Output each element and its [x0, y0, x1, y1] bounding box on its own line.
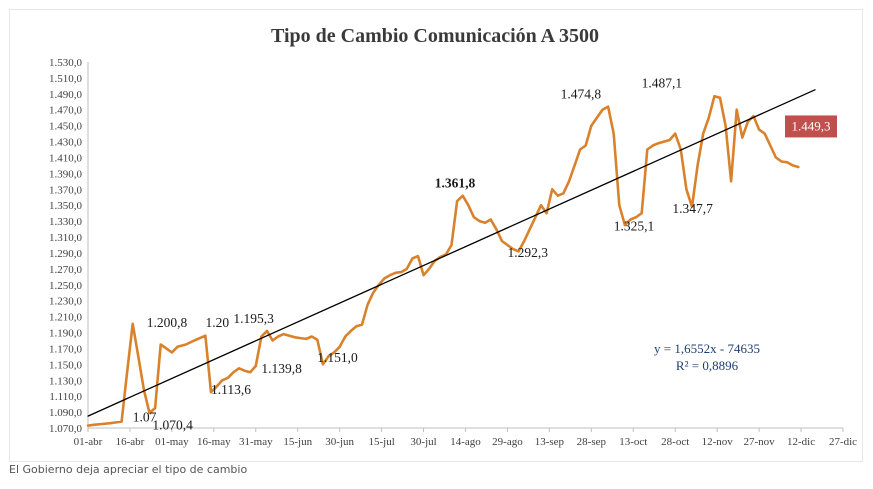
x-tick-label: 27-nov [744, 436, 776, 448]
y-tick-label: 1.450,0 [49, 121, 83, 133]
data-label: 1.07 [133, 410, 157, 425]
x-tick-label: 30-jul [410, 436, 436, 448]
chart-frame: Tipo de Cambio Comunicación A 3500 1.070… [9, 9, 863, 462]
y-tick-label: 1.090,0 [49, 407, 83, 419]
data-label: 1.113,6 [211, 382, 251, 397]
y-tick-label: 1.370,0 [49, 184, 83, 196]
trend-line [87, 89, 816, 417]
y-tick-label: 1.410,0 [49, 152, 83, 164]
data-label: 1.325,1 [614, 219, 655, 234]
r-squared: R² = 0,8896 [676, 358, 739, 373]
data-label: 1.361,8 [435, 176, 476, 191]
y-tick-label: 1.170,0 [49, 343, 83, 355]
chart-title: Tipo de Cambio Comunicación A 3500 [271, 25, 599, 47]
x-tick-label: 27-dic [829, 436, 857, 448]
x-tick-label: 13-oct [619, 436, 647, 448]
x-tick-label: 12-nov [702, 436, 734, 448]
y-tick-label: 1.510,0 [49, 73, 83, 85]
x-tick-label: 01-abr [74, 436, 103, 448]
last-value-label: 1.449,3 [792, 118, 831, 133]
y-tick-label: 1.530,0 [49, 57, 83, 69]
data-label: 1.487,1 [642, 75, 683, 90]
y-tick-label: 1.310,0 [49, 232, 83, 244]
data-label: 1.195,3 [233, 311, 274, 326]
y-tick-label: 1.270,0 [49, 264, 83, 276]
y-tick-label: 1.350,0 [49, 200, 83, 212]
y-tick-label: 1.490,0 [49, 89, 83, 101]
y-tick-label: 1.210,0 [49, 312, 83, 324]
y-tick-label: 1.110,0 [49, 391, 82, 403]
y-tick-label: 1.250,0 [49, 280, 83, 292]
image-caption: El Gobierno deja apreciar el tipo de cam… [9, 463, 248, 476]
y-tick-label: 1.150,0 [49, 359, 83, 371]
x-tick-label: 31-may [239, 436, 273, 448]
data-label: 1.474,8 [561, 87, 602, 102]
data-label: 1.347,7 [672, 201, 713, 216]
x-tick-label: 15-jun [283, 436, 312, 448]
data-label: 1.200,8 [147, 315, 188, 330]
x-tick-label: 29-ago [492, 436, 523, 448]
y-tick-label: 1.230,0 [49, 296, 83, 308]
y-tick-label: 1.430,0 [49, 137, 83, 149]
data-label: 1.151,0 [317, 350, 358, 365]
y-tick-label: 1.390,0 [49, 168, 83, 180]
exchange-rate-line [86, 94, 800, 427]
x-tick-label: 30-jun [325, 436, 354, 448]
trendline-equation: y = 1,6552x - 74635 [654, 341, 760, 356]
data-label: 1.20 [205, 315, 229, 330]
y-tick-label: 1.290,0 [49, 248, 83, 260]
y-tick-label: 1.470,0 [49, 105, 83, 117]
x-tick-label: 13-sep [535, 436, 565, 448]
x-tick-label: 12-dic [787, 436, 815, 448]
x-tick-label: 14-ago [450, 436, 481, 448]
y-tick-label: 1.130,0 [49, 375, 83, 387]
last-value-badge [785, 115, 837, 138]
x-tick-label: 16-may [197, 436, 231, 448]
x-tick-label: 28-oct [661, 436, 689, 448]
data-label: 1.139,8 [261, 361, 302, 376]
x-tick-label: 28-sep [577, 436, 607, 448]
chart-svg: Tipo de Cambio Comunicación A 3500 1.070… [49, 25, 857, 448]
x-tick-label: 15-jul [368, 436, 394, 448]
x-tick-label: 16-abr [116, 436, 145, 448]
y-tick-label: 1.330,0 [49, 216, 83, 228]
data-label: 1.070,4 [152, 418, 193, 433]
y-tick-label: 1.190,0 [49, 328, 83, 340]
y-tick-label: 1.070,0 [49, 423, 83, 435]
x-tick-label: 01-may [155, 436, 189, 448]
data-label: 1.292,3 [507, 245, 548, 260]
